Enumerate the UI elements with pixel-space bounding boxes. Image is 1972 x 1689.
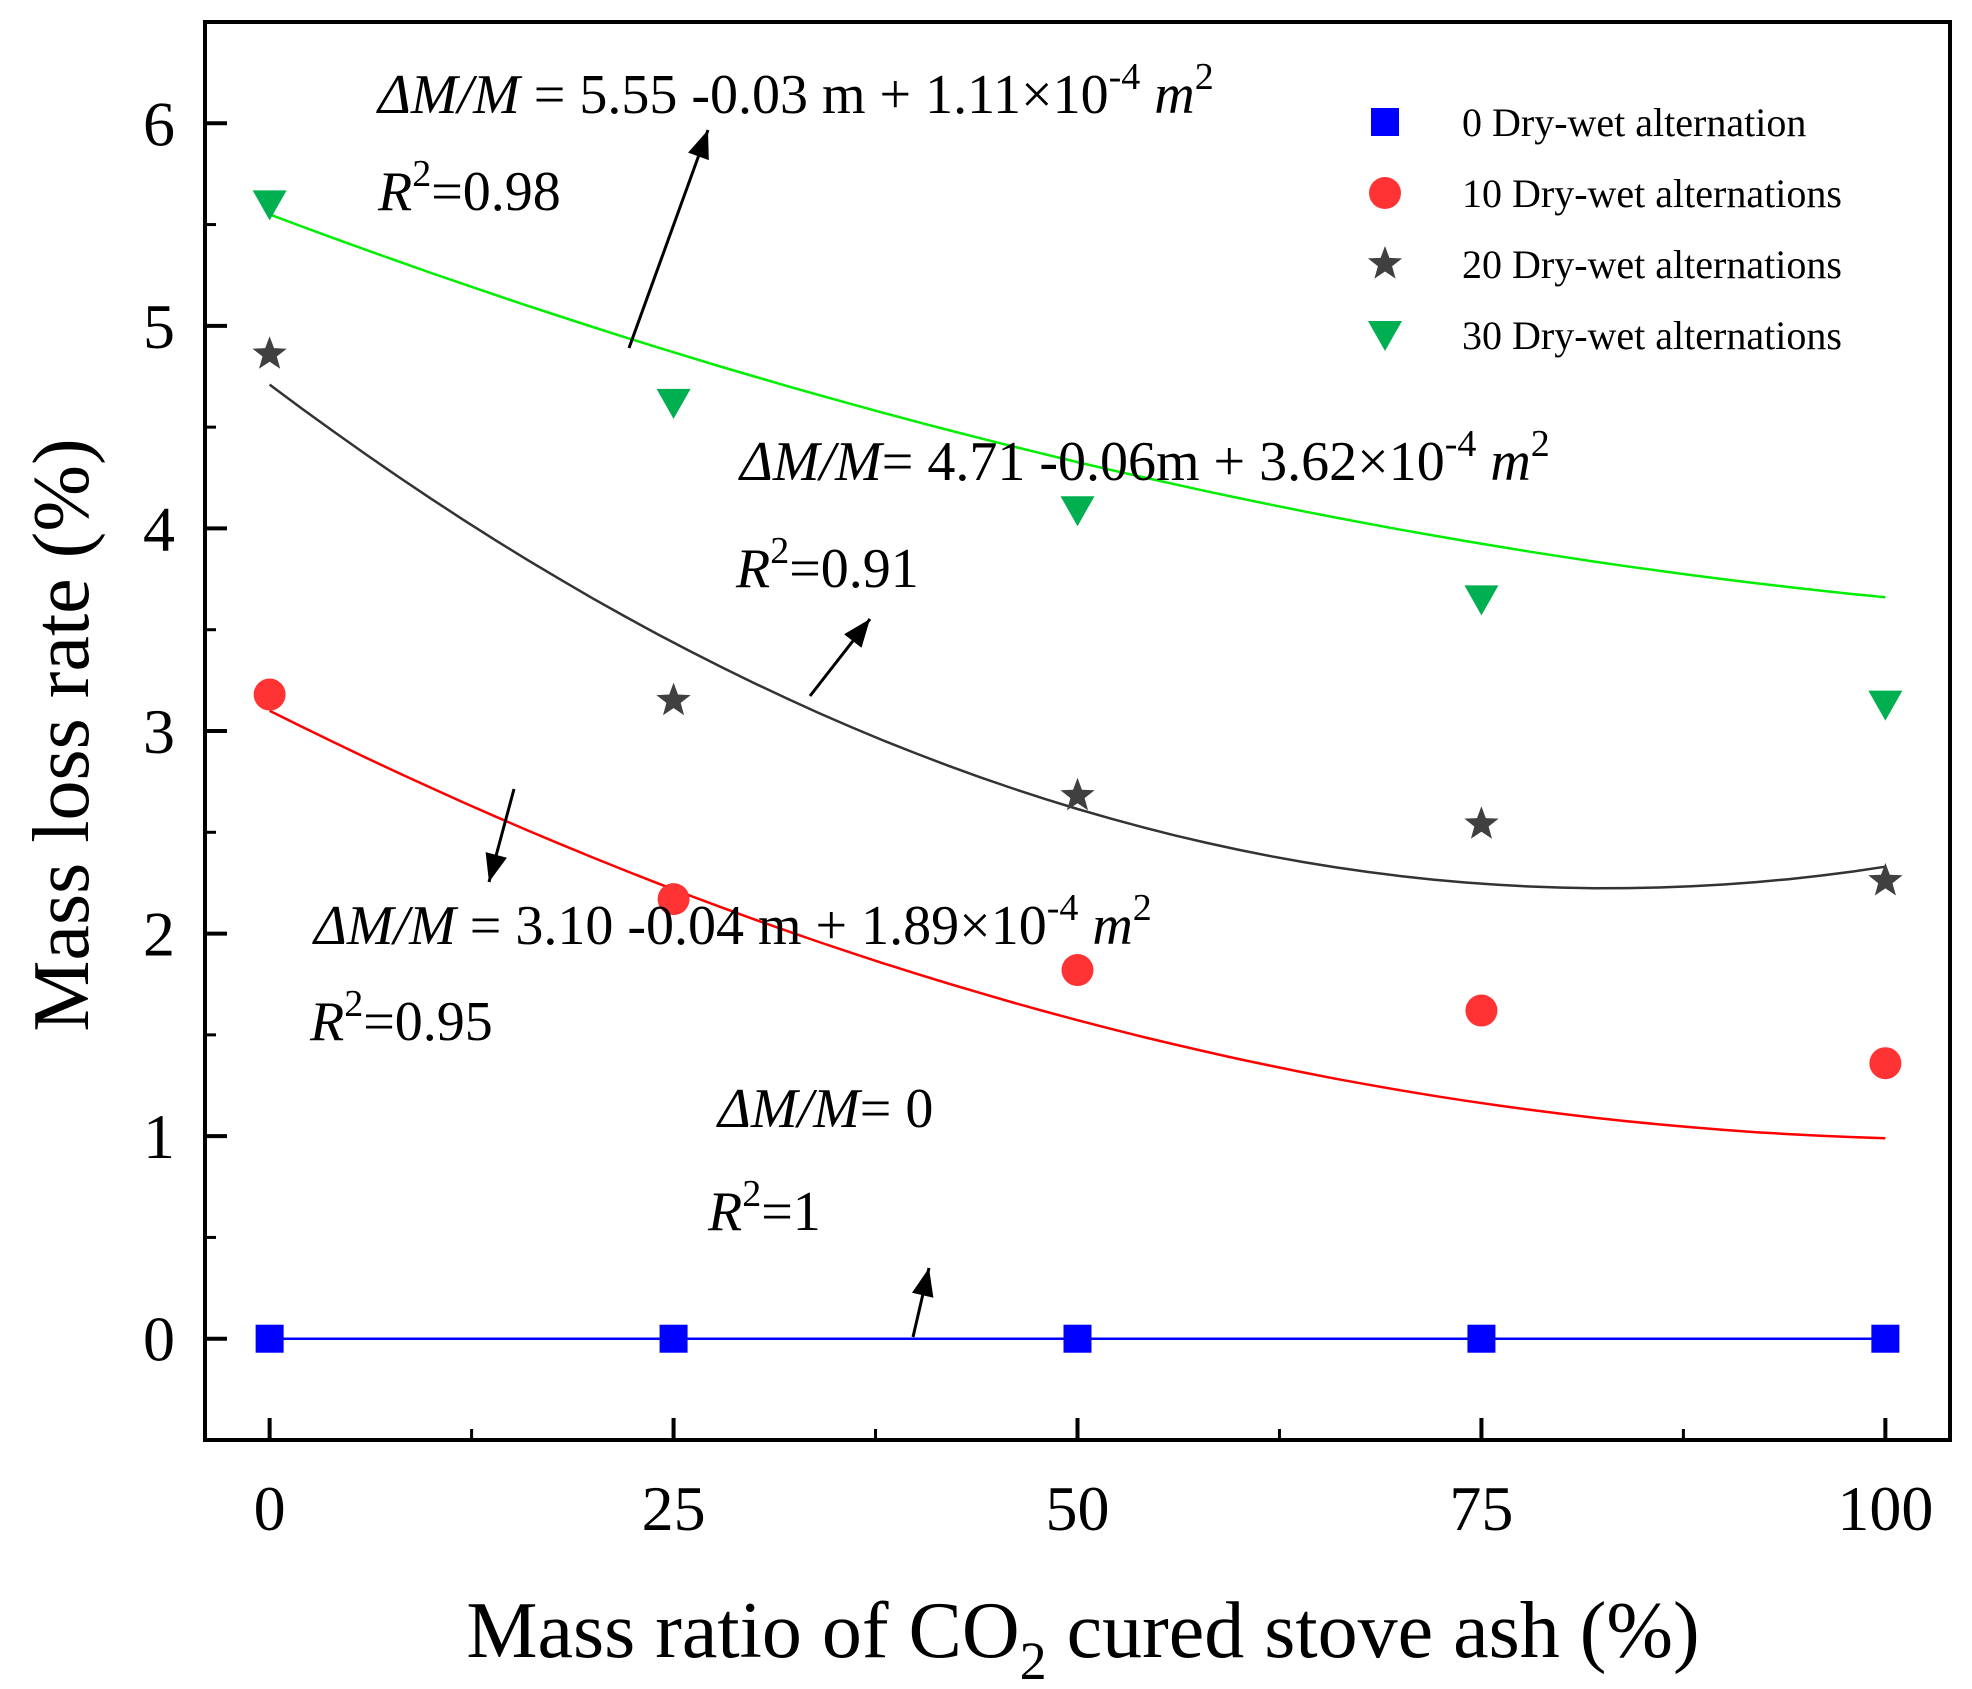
legend-label-0: 0 Dry-wet alternation bbox=[1462, 100, 1806, 145]
equation-variable: m bbox=[1140, 64, 1194, 126]
r-value: =1 bbox=[761, 1181, 821, 1243]
equation-lhs: ΔM/M bbox=[312, 895, 459, 957]
equation-3: ΔM/M = 5.55 -0.03 m + 1.11×10-4 m2 bbox=[376, 56, 1214, 126]
equation-rhs: = 0 bbox=[860, 1078, 934, 1140]
data-point-series2 bbox=[1060, 777, 1095, 811]
equation-lhs: ΔM/M bbox=[738, 431, 885, 493]
axis-ticks: 0 1 2 3 4 5 6 0 25 50 75 100 bbox=[143, 20, 1933, 1544]
y-tick-label: 5 bbox=[143, 291, 175, 362]
r-symbol: R bbox=[377, 161, 412, 223]
equation-variable: m bbox=[1078, 895, 1132, 957]
arrow-20-head bbox=[844, 619, 870, 648]
x-tick-label: 0 bbox=[254, 1473, 286, 1544]
x-tick-label: 50 bbox=[1046, 1473, 1110, 1544]
arrow-zero-head bbox=[912, 1268, 934, 1298]
data-point-series1 bbox=[1061, 954, 1094, 987]
axis-labels: Mass ratio of CO2 cured stove ash (%)Mas… bbox=[18, 438, 1700, 1689]
equation-variable: m bbox=[1476, 431, 1530, 493]
r-value: =0.95 bbox=[363, 991, 493, 1053]
r-squared-3: R2=0.98 bbox=[377, 153, 561, 223]
legend: 0 Dry-wet alternation 10 Dry-wet alternat… bbox=[1367, 100, 1842, 358]
y-tick-label: 1 bbox=[143, 1101, 175, 1172]
r-squared-1: R2=0.95 bbox=[309, 983, 493, 1053]
legend-marker-1 bbox=[1369, 177, 1401, 209]
equation-rhs: = 5.55 -0.03 m + 1.11×10 bbox=[520, 64, 1109, 126]
equation-exponent: -4 bbox=[1047, 887, 1079, 929]
equation-exponent: -4 bbox=[1109, 56, 1141, 98]
y-tick-label: 4 bbox=[143, 493, 175, 564]
arrow-30-shaft bbox=[627, 129, 710, 349]
x-axis-label-suffix: cured stove ash (%) bbox=[1047, 1587, 1700, 1675]
x-axis-label: Mass ratio of CO2 cured stove ash (%) bbox=[466, 1587, 1699, 1689]
x-tick-label: 100 bbox=[1837, 1473, 1933, 1544]
y-tick-label: 2 bbox=[143, 899, 175, 970]
r-squared-2: R2=0.91 bbox=[735, 530, 919, 600]
data-point-series3 bbox=[656, 388, 691, 419]
equation-lhs: ΔM/M bbox=[716, 1078, 863, 1140]
arrow-10-head bbox=[485, 852, 507, 882]
fit-curves bbox=[268, 213, 1886, 1340]
data-point-series2 bbox=[1464, 806, 1499, 839]
data-point-series1 bbox=[1465, 994, 1498, 1027]
r-squared-0: R2=1 bbox=[707, 1173, 821, 1243]
fit-curve-2 bbox=[268, 383, 1886, 890]
fit-curve-3 bbox=[269, 213, 1886, 599]
legend-marker-3 bbox=[1368, 321, 1402, 351]
data-point-series0 bbox=[659, 1324, 688, 1353]
equation-2: ΔM/M= 4.71 -0.06m + 3.62×10-4 m2 bbox=[738, 423, 1550, 493]
equation-square: 2 bbox=[1195, 56, 1214, 98]
equation-lhs: ΔM/M bbox=[376, 64, 523, 126]
equation-square: 2 bbox=[1531, 423, 1550, 465]
legend-label-2: 20 Dry-wet alternations bbox=[1462, 242, 1842, 287]
r-exponent: 2 bbox=[412, 153, 431, 195]
equation-exponent: -4 bbox=[1445, 423, 1477, 465]
equation-square: 2 bbox=[1133, 887, 1152, 929]
y-tick-label: 6 bbox=[143, 88, 175, 159]
r-symbol: R bbox=[735, 538, 770, 600]
r-exponent: 2 bbox=[344, 983, 363, 1025]
data-point-series1 bbox=[1869, 1047, 1902, 1080]
legend-label-1: 10 Dry-wet alternations bbox=[1462, 171, 1842, 216]
y-tick-label: 0 bbox=[143, 1304, 175, 1375]
data-point-series0 bbox=[255, 1324, 284, 1353]
x-axis-label-subscript: 2 bbox=[1020, 1631, 1047, 1689]
plot-frame bbox=[203, 20, 1952, 1442]
x-tick-label: 75 bbox=[1449, 1473, 1513, 1544]
r-value: =0.98 bbox=[431, 161, 561, 223]
r-exponent: 2 bbox=[742, 1173, 761, 1215]
data-point-series2 bbox=[656, 682, 691, 716]
equation-annotations: ΔM/M= 0R2=1ΔM/M = 3.10 -0.04 m + 1.89×10… bbox=[309, 56, 1550, 1243]
r-symbol: R bbox=[707, 1181, 742, 1243]
data-point-series0 bbox=[1063, 1324, 1092, 1353]
data-point-series3 bbox=[1464, 585, 1499, 616]
data-point-series2 bbox=[252, 336, 287, 369]
data-point-series0 bbox=[1467, 1324, 1496, 1353]
data-markers bbox=[252, 190, 1903, 1353]
data-point-series0 bbox=[1871, 1324, 1900, 1353]
data-point-series3 bbox=[1060, 496, 1095, 527]
legend-marker-0 bbox=[1371, 108, 1399, 136]
annotation-arrows bbox=[485, 129, 934, 1338]
legend-marker-2 bbox=[1367, 246, 1403, 279]
equation-rhs: = 4.71 -0.06m + 3.62×10 bbox=[882, 431, 1445, 493]
fit-curve-1 bbox=[269, 709, 1886, 1140]
r-value: =0.91 bbox=[789, 538, 919, 600]
legend-label-3: 30 Dry-wet alternations bbox=[1462, 313, 1842, 358]
data-point-series1 bbox=[253, 678, 286, 711]
y-axis-label: Mass loss rate (%) bbox=[18, 438, 106, 1031]
equation-rhs: = 3.10 -0.04 m + 1.89×10 bbox=[456, 895, 1047, 957]
y-tick-label: 3 bbox=[143, 696, 175, 767]
x-tick-label: 25 bbox=[642, 1473, 706, 1544]
equation-0: ΔM/M= 0 bbox=[716, 1078, 933, 1140]
r-exponent: 2 bbox=[770, 530, 789, 572]
data-point-series1 bbox=[657, 883, 690, 916]
r-symbol: R bbox=[309, 991, 344, 1053]
data-point-series2 bbox=[1868, 862, 1903, 896]
data-point-series3 bbox=[1868, 690, 1903, 721]
data-point-series3 bbox=[252, 190, 287, 221]
equation-1: ΔM/M = 3.10 -0.04 m + 1.89×10-4 m2 bbox=[312, 887, 1152, 957]
arrow-30-head bbox=[688, 130, 709, 161]
x-axis-label-main: Mass ratio of CO bbox=[466, 1587, 1019, 1675]
